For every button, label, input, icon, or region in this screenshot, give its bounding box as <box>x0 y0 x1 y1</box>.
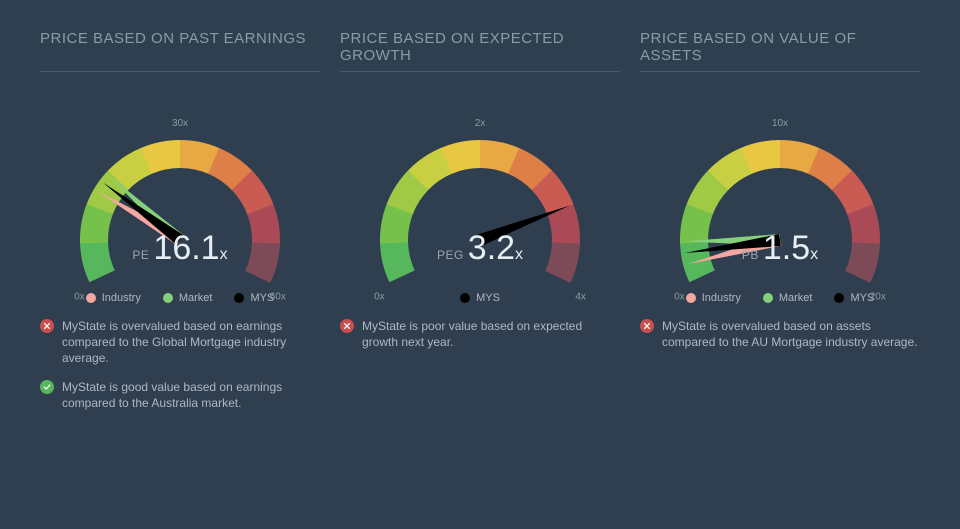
legend-label: MYS <box>476 292 500 304</box>
legend-dot <box>460 293 470 303</box>
statement-text: MyState is poor value based on expected … <box>362 318 620 350</box>
dashboard-root: PRICE BASED ON PAST EARNINGS 0x 30x 60x PE 16… <box>0 0 960 529</box>
gauge-tick-label: 10x <box>772 118 788 129</box>
cross-icon <box>640 319 654 333</box>
legend-label: Market <box>179 292 213 304</box>
statement-text: MyState is overvalued based on earnings … <box>62 318 320 367</box>
legend-dot <box>234 293 244 303</box>
metric-value-row: PE 16.1x <box>40 229 320 268</box>
metric-unit: x <box>515 246 523 263</box>
gauge-tick-label: 20x <box>870 292 886 303</box>
statement: MyState is good value based on earnings … <box>40 379 320 411</box>
legend-dot <box>163 293 173 303</box>
legend-dot <box>86 293 96 303</box>
gauge: 0x30x60xPE16.1x <box>40 90 320 290</box>
legend-dot <box>834 293 844 303</box>
metric-value-row: PB 1.5x <box>640 229 920 268</box>
gauge-tick-label: 0x <box>674 292 685 303</box>
gauge-tick-label: 0x <box>74 292 85 303</box>
statement: MyState is poor value based on expected … <box>340 318 620 350</box>
metric-value: 3.2 <box>468 229 515 267</box>
gauge: 0x2x4xPEG3.2x <box>340 90 620 290</box>
legend-item: Market <box>163 292 213 304</box>
gauge-tick-label: 0x <box>374 292 385 303</box>
statement: MyState is overvalued based on earnings … <box>40 318 320 367</box>
statement: MyState is overvalued based on assets co… <box>640 318 920 350</box>
legend-item: Industry <box>686 292 741 304</box>
panel-title: PRICE BASED ON EXPECTED GROWTH <box>340 30 620 72</box>
metric-label: PB <box>742 248 759 262</box>
panel-title: PRICE BASED ON PAST EARNINGS <box>40 30 320 72</box>
metric-label: PEG <box>437 248 464 262</box>
legend-item: Industry <box>86 292 141 304</box>
metric-value: 1.5 <box>763 229 810 267</box>
legend-item: MYS <box>834 292 874 304</box>
legend-item: Market <box>763 292 813 304</box>
statement-list: MyState is overvalued based on earnings … <box>40 318 320 411</box>
panel-title: PRICE BASED ON VALUE OF ASSETS <box>640 30 920 72</box>
gauge-tick-label: 60x <box>270 292 286 303</box>
gauge-tick-label: 30x <box>172 118 188 129</box>
check-icon <box>40 380 54 394</box>
metric-value-row: PEG 3.2x <box>340 229 620 268</box>
metric-unit: x <box>810 246 818 263</box>
cross-icon <box>340 319 354 333</box>
metric-unit: x <box>220 246 228 263</box>
legend-label: Industry <box>102 292 141 304</box>
legend-dot <box>686 293 696 303</box>
statement-list: MyState is overvalued based on assets co… <box>640 318 920 350</box>
legend-label: Industry <box>702 292 741 304</box>
cross-icon <box>40 319 54 333</box>
statement-text: MyState is overvalued based on assets co… <box>662 318 920 350</box>
gauge-tick-label: 4x <box>575 292 586 303</box>
legend-item: MYS <box>234 292 274 304</box>
metric-panel: PRICE BASED ON VALUE OF ASSETS 0x 10x 20x PB… <box>640 30 920 499</box>
legend-label: Market <box>779 292 813 304</box>
legend-dot <box>763 293 773 303</box>
statement-text: MyState is good value based on earnings … <box>62 379 320 411</box>
metric-label: PE <box>132 248 149 262</box>
gauge-tick-label: 2x <box>475 118 486 129</box>
gauge: 0x10x20xPB1.5x <box>640 90 920 290</box>
metric-panel: PRICE BASED ON EXPECTED GROWTH 0x 2x 4x PEG 3… <box>340 30 620 499</box>
metric-value: 16.1 <box>153 229 219 267</box>
metric-panel: PRICE BASED ON PAST EARNINGS 0x 30x 60x PE 16… <box>40 30 320 499</box>
legend-item: MYS <box>460 292 500 304</box>
statement-list: MyState is poor value based on expected … <box>340 318 620 350</box>
